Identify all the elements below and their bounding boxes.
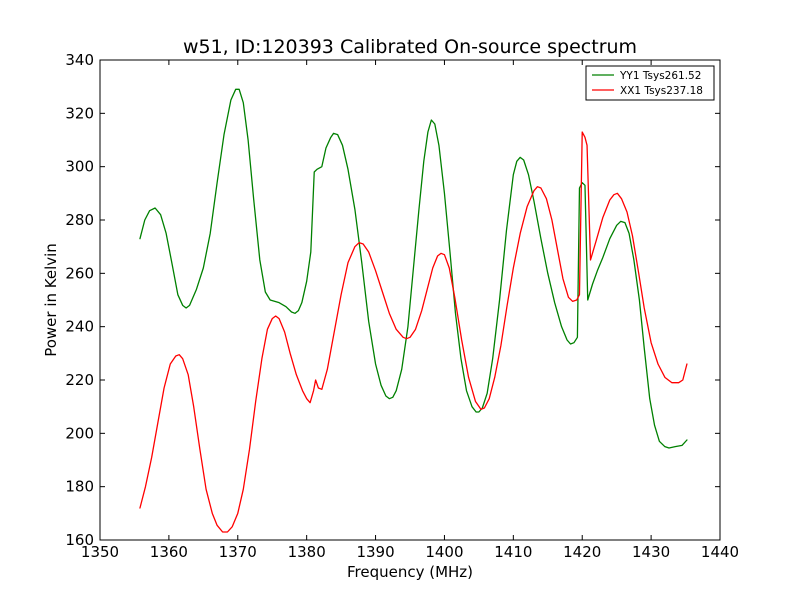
- series-line-1: [139, 131, 688, 533]
- x-tick-label: 1390: [356, 543, 394, 561]
- y-tick-label: 260: [65, 264, 94, 282]
- y-tick-label: 240: [65, 318, 94, 336]
- x-axis-ticks: 1350 1360 1370 1380 1390 1400 1410 1420 1430 1440: [81, 60, 739, 561]
- y-tick-label: 160: [65, 531, 94, 549]
- y-tick-label: 340: [65, 51, 94, 69]
- x-axis-label: Frequency (MHz): [347, 563, 473, 581]
- y-axis-label: Power in Kelvin: [42, 243, 60, 357]
- y-tick-label: 180: [65, 478, 94, 496]
- series-layer: [139, 88, 688, 533]
- legend-label-1: XX1 Tsys237.18: [620, 85, 703, 97]
- x-tick-label: 1410: [494, 543, 532, 561]
- legend-box: [585, 65, 715, 101]
- y-tick-label: 280: [65, 211, 94, 229]
- plot-frame: [99, 59, 721, 541]
- y-tick-label: 320: [65, 104, 94, 122]
- x-tick-label: 1400: [425, 543, 463, 561]
- x-tick-label: 1380: [288, 543, 326, 561]
- y-axis-ticks: 160 180 200 220 240 260 280 300 320 340: [65, 51, 720, 549]
- y-tick-label: 300: [65, 158, 94, 176]
- x-tick-label: 1370: [219, 543, 257, 561]
- y-tick-label: 220: [65, 371, 94, 389]
- chart-title: w51, ID:120393 Calibrated On-source spec…: [183, 36, 637, 58]
- x-tick-label: 1420: [563, 543, 601, 561]
- series-line-0: [139, 88, 688, 449]
- x-tick-label: 1440: [701, 543, 739, 561]
- legend: YY1 Tsys261.52 XX1 Tsys237.18: [585, 65, 715, 101]
- y-tick-label: 200: [65, 424, 94, 442]
- x-tick-label: 1430: [632, 543, 670, 561]
- x-tick-label: 1350: [81, 543, 119, 561]
- x-tick-label: 1360: [150, 543, 188, 561]
- legend-label-0: YY1 Tsys261.52: [619, 70, 701, 82]
